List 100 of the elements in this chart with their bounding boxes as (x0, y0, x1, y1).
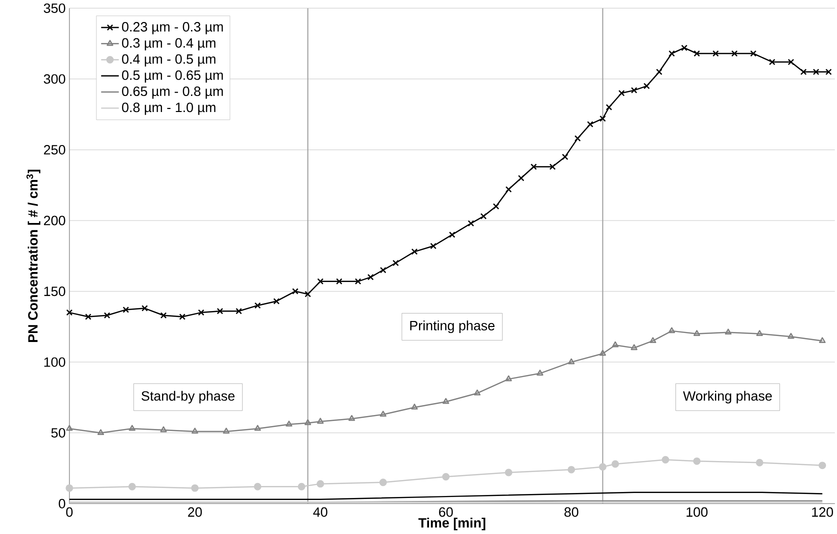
point (606, 104, 612, 111)
y-tick-label: 50 (51, 428, 66, 438)
point (442, 398, 450, 404)
point (756, 459, 764, 466)
point (66, 484, 74, 492)
point (348, 415, 356, 422)
x-axis-title: Time [min] (418, 518, 486, 530)
point (505, 186, 512, 193)
point (142, 305, 148, 312)
point (549, 164, 556, 170)
point (448, 232, 456, 238)
point (668, 50, 675, 57)
point (254, 302, 261, 309)
point (317, 278, 324, 285)
point (612, 342, 619, 348)
x-tick-label: 120 (812, 507, 834, 517)
x-tick-label: 20 (188, 507, 202, 517)
point (85, 314, 92, 320)
point (518, 175, 524, 182)
point (599, 350, 606, 356)
point (504, 468, 512, 476)
point (286, 420, 292, 427)
point (568, 466, 576, 474)
point (354, 278, 362, 285)
point (825, 68, 832, 76)
point (128, 483, 136, 491)
point (160, 426, 167, 432)
point (788, 58, 794, 66)
point (160, 312, 167, 319)
annotation: Working phase (683, 390, 772, 404)
x-tick-label: 100 (686, 507, 708, 517)
point (612, 460, 619, 468)
point (694, 50, 700, 57)
point (568, 358, 575, 364)
legend-label: 0.8 µm - 1.0 µm (122, 102, 216, 115)
point (474, 390, 481, 396)
point (411, 248, 418, 255)
legend-label: 0.3 µm - 0.4 µm (122, 38, 216, 50)
point (712, 50, 719, 57)
point (292, 288, 298, 295)
legend-label: 0.4 µm - 0.5 µm (122, 54, 216, 67)
point (618, 90, 625, 96)
point (536, 370, 544, 376)
point (768, 58, 776, 66)
point (694, 330, 700, 336)
y-tick-label: 100 (44, 357, 66, 367)
point (304, 291, 312, 298)
y-axis-title: PN Concentration [ # / cm$^{3}$] (26, 170, 40, 342)
point (216, 308, 224, 314)
legend-label: 0.5 µm - 0.65 µm (122, 70, 223, 83)
point (392, 260, 399, 266)
point (379, 478, 387, 486)
point (254, 425, 261, 431)
y-tick-label: 150 (44, 286, 66, 296)
y-tick-label: 250 (44, 145, 66, 155)
point (650, 337, 656, 344)
point (304, 419, 312, 426)
annotation: Printing phase (410, 320, 495, 334)
point (104, 312, 110, 319)
y-tick-label: 300 (44, 74, 66, 84)
point (630, 87, 638, 94)
point (222, 428, 230, 434)
point (812, 68, 820, 76)
point (492, 203, 500, 210)
point (179, 314, 186, 320)
point (800, 68, 807, 76)
y-tick-label: 200 (44, 216, 66, 226)
point (643, 83, 650, 90)
annotation: Stand-by phase (142, 390, 235, 404)
point (505, 375, 512, 382)
point (630, 344, 638, 350)
point (254, 483, 262, 491)
point (367, 274, 374, 280)
point (731, 50, 738, 57)
point (317, 418, 324, 424)
x-tick-label: 80 (564, 507, 578, 517)
point (662, 456, 670, 464)
point (97, 429, 104, 436)
point (442, 473, 450, 481)
point (480, 213, 487, 220)
point (198, 310, 204, 316)
point (586, 121, 594, 128)
point (818, 462, 826, 470)
point (298, 483, 306, 491)
point (236, 308, 242, 314)
point (750, 50, 756, 57)
point (668, 327, 676, 334)
legend-label: 0.23 µm - 0.3 µm (122, 22, 223, 34)
point (191, 484, 199, 492)
point (380, 267, 386, 274)
point (788, 333, 794, 339)
point (122, 306, 130, 314)
point (756, 330, 763, 336)
point (562, 154, 568, 160)
point (468, 220, 474, 227)
point (681, 44, 688, 52)
x-tick-label: 60 (439, 507, 453, 517)
point (128, 425, 136, 431)
point (598, 463, 606, 471)
y-tick-label: 350 (44, 4, 66, 14)
